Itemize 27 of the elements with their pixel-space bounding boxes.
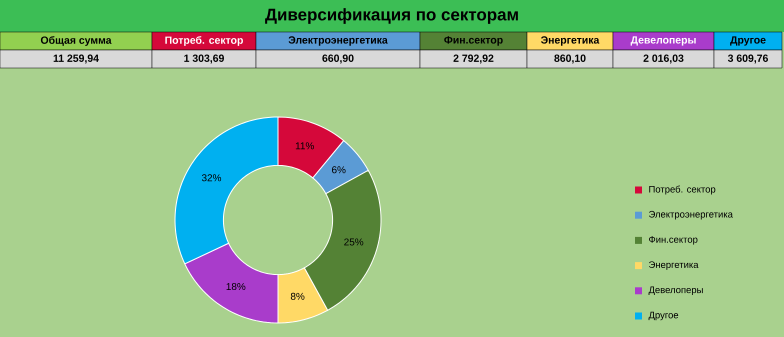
legend-label: Девелоперы — [648, 286, 703, 296]
data-label: 25% — [344, 238, 364, 246]
data-label: 1 303,69 — [184, 54, 224, 64]
data-label: 11 259,94 — [54, 54, 99, 64]
text: Диверсификация по секторам — [265, 8, 518, 24]
data-label: 660,90 — [322, 54, 354, 64]
legend-label: Электроэнергетика — [649, 210, 733, 220]
data-label: 2 016,03 — [644, 54, 684, 64]
data-label: 8% — [290, 292, 304, 300]
data-label: 3 609,76 — [728, 54, 768, 64]
legend-label: Потреб. сектор — [649, 186, 716, 194]
category-label: Другое — [730, 36, 766, 46]
category-label: Электроэнергетика — [288, 36, 388, 46]
category-label: Энергетика — [540, 36, 600, 46]
data-label: 18% — [226, 283, 246, 290]
legend-label: Фин.сектор — [649, 236, 698, 245]
legend-label: Энергетика — [649, 261, 699, 270]
category-label: Общая сумма — [40, 36, 112, 46]
data-label: 860,10 — [554, 54, 586, 64]
category-label: Девелоперы — [630, 36, 696, 46]
category-label: Потреб. сектор — [165, 36, 243, 46]
category-label: Фин.сектор — [444, 36, 503, 46]
data-label: 2 792,92 — [454, 54, 494, 64]
data-label: 11% — [296, 142, 314, 150]
data-label: 32% — [202, 174, 222, 182]
data-label: 6% — [332, 166, 346, 174]
legend-label: Другое — [648, 312, 678, 320]
